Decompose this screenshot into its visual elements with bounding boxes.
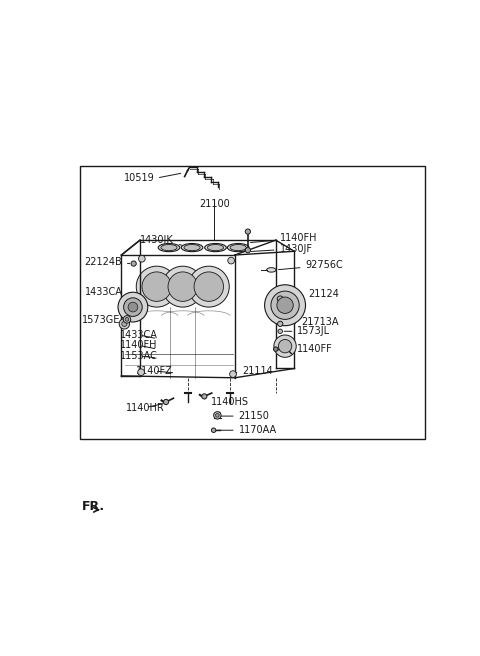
Ellipse shape [158, 243, 180, 252]
Circle shape [122, 321, 127, 327]
Circle shape [271, 291, 299, 319]
Text: 1433CA: 1433CA [120, 330, 158, 340]
Circle shape [264, 285, 305, 325]
Text: 1433CA: 1433CA [85, 287, 133, 297]
Circle shape [274, 335, 296, 358]
Text: 1430JF: 1430JF [251, 243, 312, 254]
Ellipse shape [267, 268, 276, 272]
Circle shape [277, 321, 283, 327]
Circle shape [118, 292, 148, 322]
Circle shape [163, 400, 168, 405]
Circle shape [228, 257, 234, 264]
Circle shape [188, 266, 229, 307]
Text: 1170AA: 1170AA [217, 425, 276, 435]
Text: 21124: 21124 [286, 289, 339, 299]
Text: FR.: FR. [83, 501, 106, 514]
Circle shape [162, 266, 203, 307]
Text: 1573JL: 1573JL [284, 326, 330, 337]
Text: 1140FF: 1140FF [279, 344, 333, 354]
Text: 21150: 21150 [218, 411, 269, 421]
Circle shape [278, 329, 282, 333]
Text: 1573GE: 1573GE [83, 315, 126, 325]
Text: 22124B: 22124B [84, 257, 130, 268]
Circle shape [245, 247, 251, 253]
Circle shape [168, 272, 197, 301]
Ellipse shape [161, 245, 177, 251]
Circle shape [202, 394, 207, 399]
Circle shape [211, 428, 216, 432]
Text: 21114: 21114 [232, 366, 273, 376]
Circle shape [277, 297, 293, 314]
Circle shape [136, 266, 177, 307]
Circle shape [142, 272, 171, 301]
Circle shape [138, 369, 144, 375]
Text: 1430JK: 1430JK [140, 235, 182, 245]
Ellipse shape [204, 243, 226, 252]
Circle shape [131, 261, 136, 266]
Circle shape [194, 272, 224, 301]
Circle shape [128, 302, 138, 312]
Ellipse shape [230, 245, 246, 251]
Ellipse shape [181, 243, 203, 252]
Circle shape [245, 229, 251, 234]
Circle shape [216, 413, 219, 417]
Ellipse shape [207, 245, 224, 251]
Circle shape [124, 298, 142, 316]
Text: 1140FH: 1140FH [251, 234, 317, 243]
Circle shape [125, 318, 129, 321]
Circle shape [119, 319, 130, 329]
Circle shape [214, 411, 221, 419]
Text: 1153AC: 1153AC [120, 351, 158, 361]
Circle shape [274, 347, 278, 352]
Text: 10519: 10519 [124, 173, 155, 183]
Circle shape [278, 339, 292, 353]
Text: 92756C: 92756C [278, 260, 343, 270]
Text: 21713A: 21713A [284, 317, 338, 327]
Text: 21100: 21100 [199, 199, 230, 209]
Text: 1140FZ: 1140FZ [136, 366, 173, 376]
Ellipse shape [228, 243, 249, 252]
Text: 1140FH: 1140FH [120, 340, 158, 350]
Text: 1140HR: 1140HR [126, 403, 165, 413]
Bar [81, 166, 425, 439]
Circle shape [277, 296, 283, 302]
Circle shape [139, 255, 145, 262]
Circle shape [229, 371, 236, 377]
Ellipse shape [184, 245, 200, 251]
Circle shape [123, 316, 131, 323]
Text: 1140HS: 1140HS [204, 397, 249, 407]
